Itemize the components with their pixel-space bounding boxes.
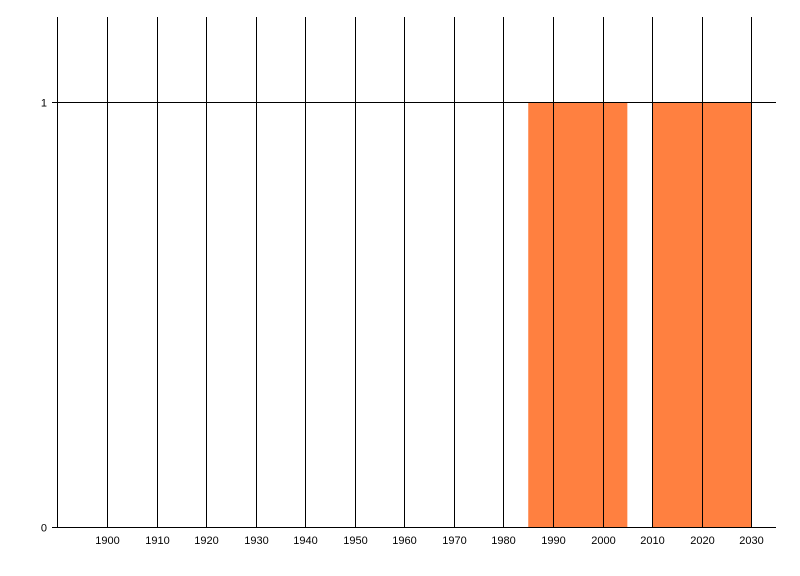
bar <box>652 102 752 527</box>
x-tick-label: 1930 <box>244 535 268 547</box>
x-tick-label: 1900 <box>95 535 119 547</box>
x-tick-label: 1960 <box>392 535 416 547</box>
x-tick-label: 2020 <box>690 535 714 547</box>
x-tick-label: 1920 <box>194 535 218 547</box>
y-tick-label: 0 <box>41 523 47 535</box>
x-tick-label: 1990 <box>541 535 565 547</box>
x-tick-label: 1910 <box>145 535 169 547</box>
x-tick-label: 1980 <box>491 535 515 547</box>
x-tick-label: 1970 <box>442 535 466 547</box>
x-tick-label: 1940 <box>293 535 317 547</box>
x-tick-label: 1950 <box>343 535 367 547</box>
y-tick-label: 1 <box>41 98 47 110</box>
x-tick-label: 2030 <box>739 535 763 547</box>
x-tick-label: 2000 <box>591 535 615 547</box>
bar <box>528 102 628 527</box>
x-tick-label: 2010 <box>640 535 664 547</box>
